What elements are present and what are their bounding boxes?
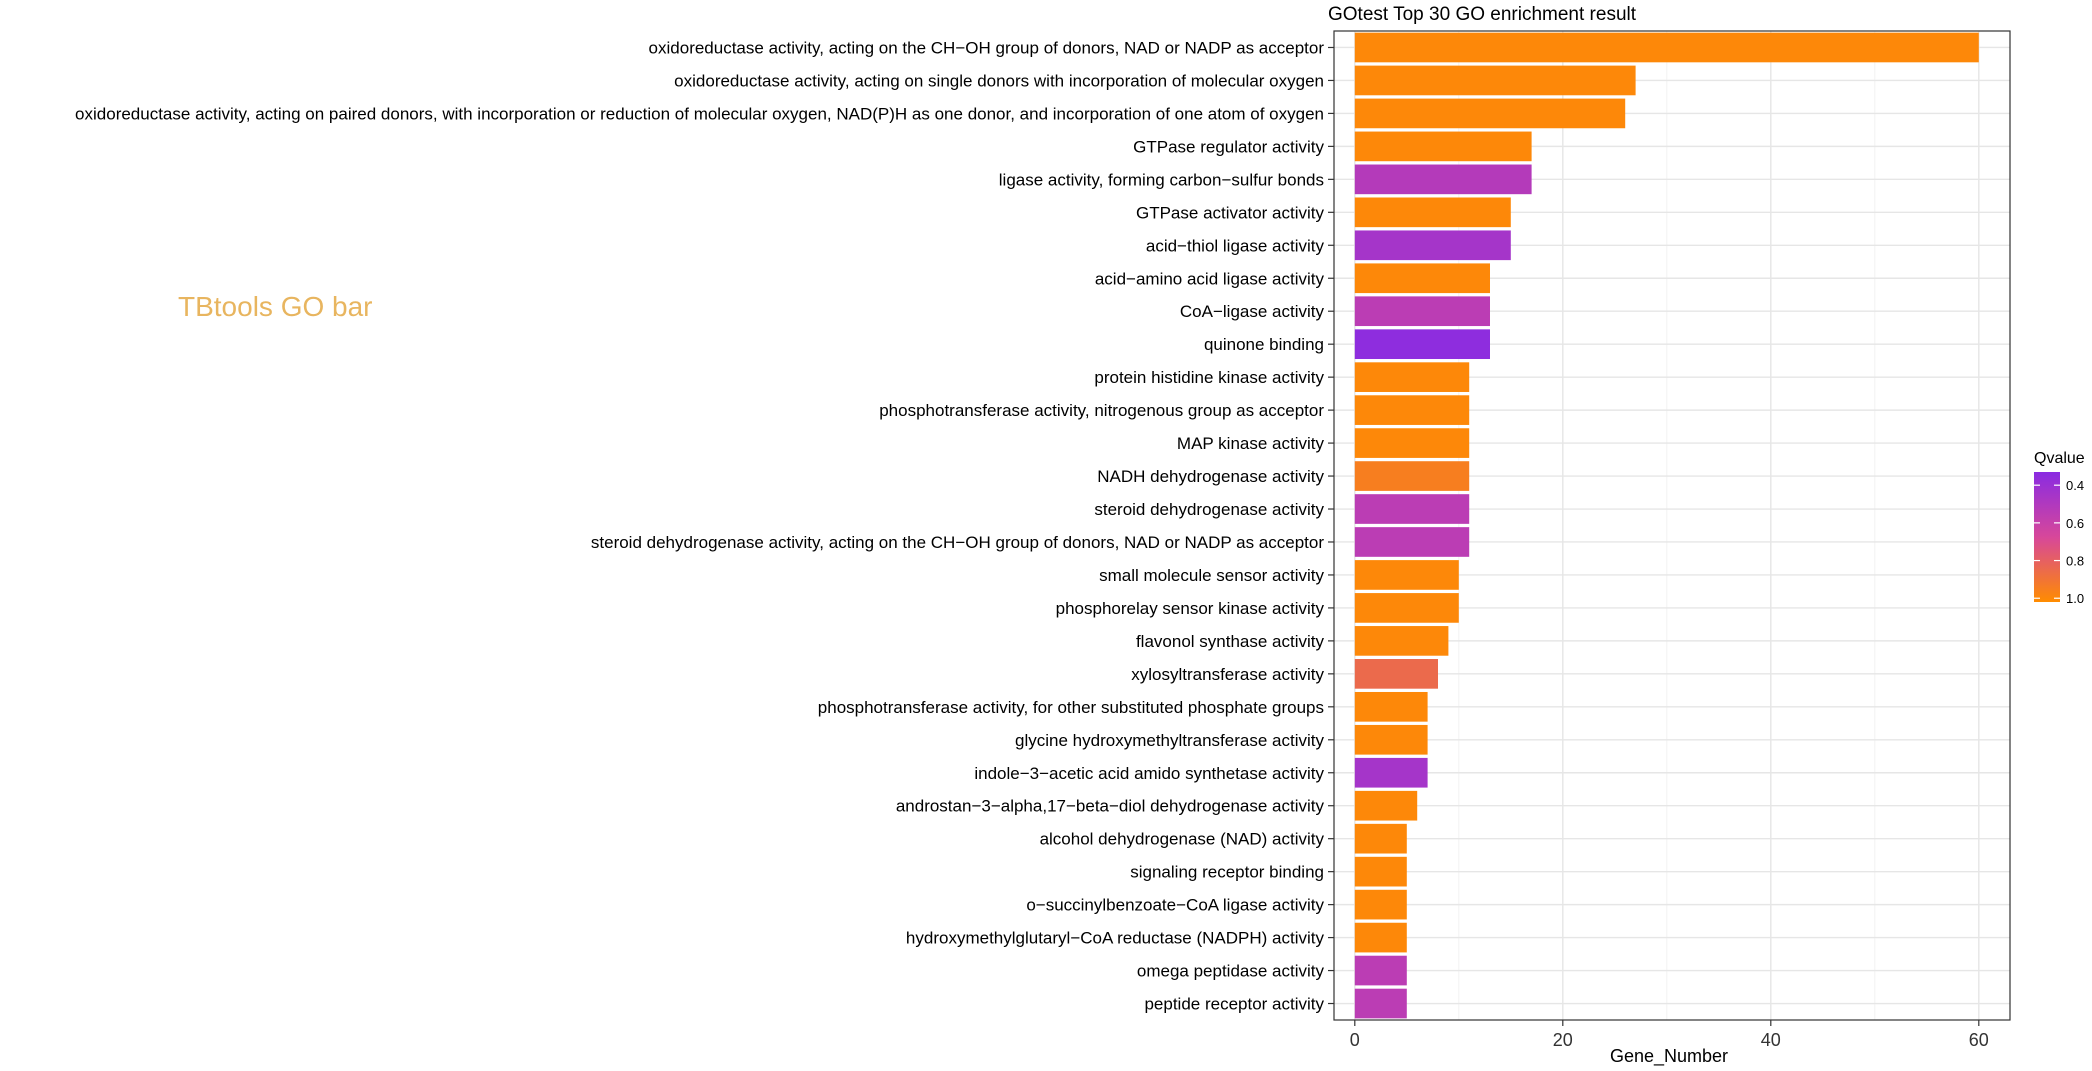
x-tick-label: 40 (1761, 1030, 1781, 1050)
bar (1354, 395, 1470, 425)
category-label: quinone binding (1204, 335, 1324, 354)
category-label: oxidoreductase activity, acting on paire… (75, 104, 1324, 123)
bar (1354, 955, 1407, 986)
bar (1354, 757, 1428, 788)
panel-background (1334, 31, 2010, 1020)
qvalue-legend: Qvalue 0.4 0.6 0.8 1.0 (2034, 450, 2085, 606)
bar (1354, 32, 1979, 63)
category-label: o−succinylbenzoate−CoA ligase activity (1026, 896, 1324, 915)
category-label: small molecule sensor activity (1099, 566, 1324, 585)
bar (1354, 461, 1470, 491)
plot-panel (1334, 31, 2010, 1020)
bar (1354, 263, 1490, 294)
bar (1354, 296, 1490, 327)
bar (1354, 988, 1407, 1019)
category-label: oxidoreductase activity, acting on the C… (649, 38, 1325, 57)
category-label: protein histidine kinase activity (1094, 368, 1324, 387)
category-label: xylosyltransferase activity (1131, 665, 1324, 684)
bar (1354, 197, 1511, 228)
category-label: acid−amino acid ligase activity (1095, 269, 1325, 288)
category-label: MAP kinase activity (1177, 434, 1325, 453)
category-label: alcohol dehydrogenase (NAD) activity (1040, 830, 1325, 849)
x-tick-label: 20 (1553, 1030, 1573, 1050)
bar (1354, 856, 1407, 887)
category-label: indole−3−acetic acid amido synthetase ac… (974, 764, 1324, 783)
legend-tick-label: 0.8 (2066, 554, 2084, 569)
bar (1354, 164, 1532, 195)
category-label: NADH dehydrogenase activity (1097, 467, 1324, 486)
bar (1354, 428, 1470, 458)
category-label: omega peptidase activity (1137, 962, 1325, 981)
x-tick-label: 60 (1969, 1030, 1989, 1050)
bar (1354, 494, 1470, 524)
category-label: CoA−ligase activity (1180, 302, 1325, 321)
category-label: steroid dehydrogenase activity (1094, 500, 1324, 519)
x-tick-label: 0 (1350, 1030, 1360, 1050)
bar (1354, 329, 1490, 360)
category-label: phosphotransferase activity, nitrogenous… (879, 401, 1324, 420)
category-label: androstan−3−alpha,17−beta−diol dehydroge… (896, 797, 1325, 816)
category-label: phosphorelay sensor kinase activity (1056, 599, 1325, 618)
legend-colorbar (2034, 472, 2060, 602)
legend-tick-label: 1.0 (2066, 591, 2084, 606)
watermark-text: TBtools GO bar (178, 291, 373, 322)
category-label: glycine hydroxymethyltransferase activit… (1015, 731, 1324, 750)
bar (1354, 65, 1636, 96)
bar (1354, 823, 1407, 854)
category-label: signaling receptor binding (1130, 863, 1324, 882)
x-axis: 0 20 40 60 (1350, 1020, 1989, 1050)
bars-group (1333, 30, 2011, 1021)
bar (1354, 362, 1470, 392)
category-label: hydroxymethylglutaryl−CoA reductase (NAD… (906, 929, 1325, 948)
panel-border (1333, 30, 2011, 1021)
bar (1354, 724, 1428, 755)
category-label: ligase activity, forming carbon−sulfur b… (999, 170, 1324, 189)
category-label: phosphotransferase activity, for other s… (818, 698, 1324, 717)
x-axis-title: Gene_Number (1610, 1046, 1728, 1066)
bar (1354, 889, 1407, 920)
bar (1354, 230, 1511, 261)
category-label: flavonol synthase activity (1136, 632, 1325, 651)
category-label: peptide receptor activity (1144, 995, 1324, 1014)
bar (1354, 626, 1449, 656)
legend-title: Qvalue (2034, 450, 2085, 467)
bar (1354, 131, 1532, 162)
bar (1354, 659, 1438, 689)
category-label: acid−thiol ligase activity (1146, 236, 1325, 255)
legend-tick-label: 0.4 (2066, 478, 2084, 493)
bar (1354, 691, 1428, 722)
bar (1354, 922, 1407, 953)
category-labels: oxidoreductase activity, acting on the C… (75, 38, 1334, 1014)
legend-tick-label: 0.6 (2066, 516, 2084, 531)
chart-title: GOtest Top 30 GO enrichment result (1328, 4, 1637, 25)
bar (1354, 790, 1418, 821)
category-label: steroid dehydrogenase activity, acting o… (591, 533, 1324, 552)
bar (1354, 527, 1470, 557)
category-label: GTPase activator activity (1136, 203, 1325, 222)
bar (1354, 98, 1626, 129)
bar (1354, 560, 1459, 590)
category-label: oxidoreductase activity, acting on singl… (674, 71, 1324, 90)
bar (1354, 593, 1459, 623)
category-label: GTPase regulator activity (1133, 137, 1324, 156)
